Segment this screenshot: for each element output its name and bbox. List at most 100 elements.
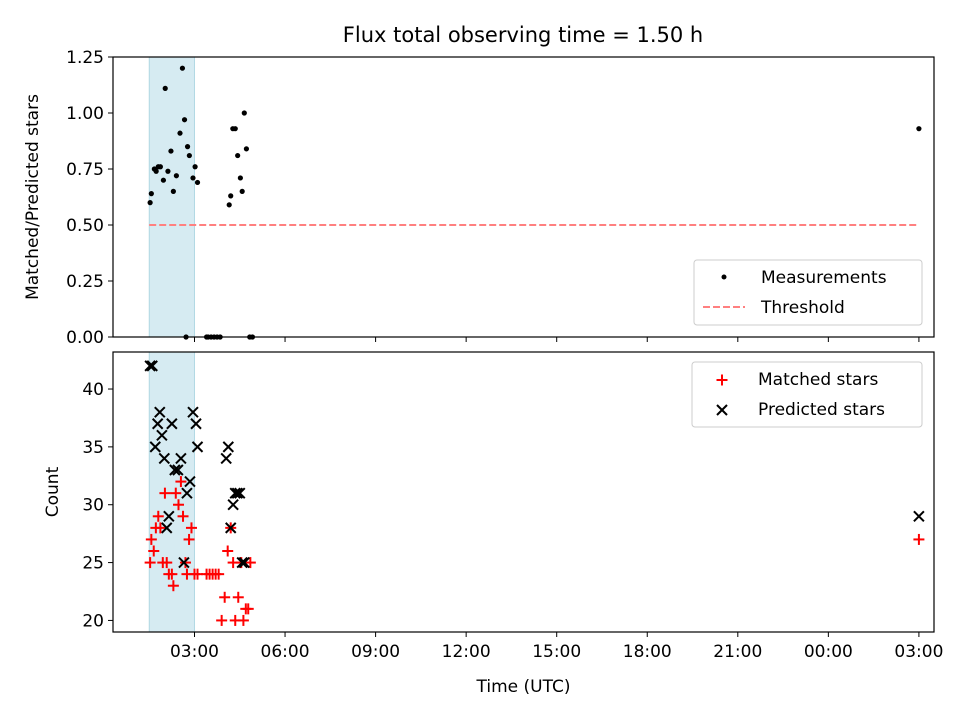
predicted-star-point xyxy=(227,499,239,511)
matched-star-point xyxy=(216,614,228,626)
x-tick-label: 09:00 xyxy=(351,642,400,662)
x-tick-label: 03:00 xyxy=(894,642,943,662)
cross-b xyxy=(913,510,925,523)
cross-b xyxy=(169,464,181,476)
cross-b xyxy=(151,418,164,430)
x-tick-label: 12:00 xyxy=(442,642,491,662)
measurement-point xyxy=(916,126,922,132)
predicted-star-point xyxy=(151,418,164,430)
y-tick-label: 1.25 xyxy=(66,48,104,68)
legend-predicted-label: Predicted stars xyxy=(758,400,885,420)
measurement-point xyxy=(179,65,186,71)
matched-star-point xyxy=(177,510,189,522)
measurement-point xyxy=(228,193,234,199)
cross-b xyxy=(225,522,237,534)
predicted-star-point xyxy=(231,487,244,499)
legend-predicted-marker xyxy=(716,404,728,416)
cross-b xyxy=(181,487,193,499)
bottom-axes-frame xyxy=(112,351,935,633)
cross-b xyxy=(227,499,239,511)
predicted-star-point xyxy=(238,556,251,569)
matched-star-point xyxy=(148,545,160,557)
y-tick-label: 0.50 xyxy=(66,216,104,236)
cross-b xyxy=(231,487,244,499)
legend-cross xyxy=(716,404,728,416)
measurement-point xyxy=(194,179,201,186)
matched-star-point xyxy=(145,533,157,545)
cross-b xyxy=(166,418,178,430)
cross-b xyxy=(238,556,251,569)
measurement-point xyxy=(170,188,176,194)
matched-star-point xyxy=(237,614,249,626)
cross-b xyxy=(178,556,190,569)
cross-b xyxy=(172,464,184,476)
matched-star-point xyxy=(185,522,197,534)
cross-b xyxy=(144,360,156,372)
bottom-axis-ticks xyxy=(108,388,920,637)
matched-star-point xyxy=(242,603,254,615)
cross-b xyxy=(222,441,235,453)
measurement-point xyxy=(190,175,196,181)
cross-b xyxy=(154,406,166,418)
cross-b xyxy=(184,475,196,488)
predicted-star-point xyxy=(158,452,171,465)
top-ytick-labels: 0.00 0.25 0.50 0.75 1.00 1.25 xyxy=(66,48,104,348)
y-tick-label: 0.00 xyxy=(66,328,104,348)
predicted-star-point xyxy=(172,464,184,476)
x-tick-label: 03:00 xyxy=(170,642,219,662)
y-tick-label: 20 xyxy=(82,611,104,631)
legend-measurements-label: Measurements xyxy=(761,268,887,288)
predicted-star-point xyxy=(178,556,190,569)
predicted-star-point xyxy=(154,406,166,418)
y-tick-label: 35 xyxy=(82,438,104,458)
y-tick-label: 1.00 xyxy=(66,104,104,124)
matched-star-point xyxy=(170,487,182,499)
matched-star-point xyxy=(219,591,231,603)
predicted-star-point xyxy=(144,360,156,372)
cross-b xyxy=(149,441,161,453)
matched-star-point xyxy=(175,476,187,488)
cross-b xyxy=(146,360,158,372)
x-tick-label: 15:00 xyxy=(532,642,581,662)
matched-star-point xyxy=(172,499,184,511)
x-axis-label: Time (UTC) xyxy=(476,677,571,697)
measurement-point xyxy=(239,188,245,194)
measurement-point xyxy=(241,110,247,116)
measurement-point xyxy=(186,152,192,159)
bottom-panel: 20 25 30 35 40 03:00 06:00 09:00 12:00 15:00 18:0… xyxy=(43,351,943,697)
matched-star-point xyxy=(167,580,179,592)
y-tick-label: 0.75 xyxy=(66,160,104,180)
measurement-point xyxy=(162,85,168,91)
cross-b xyxy=(158,452,171,465)
predicted-star-point xyxy=(166,418,178,430)
predicted-star-point xyxy=(156,429,168,442)
cross-b xyxy=(191,441,204,453)
measurement-point xyxy=(177,130,183,136)
cross-b xyxy=(229,487,241,499)
predicted-star-point xyxy=(913,510,925,523)
matched-star-point xyxy=(154,522,166,534)
measurement-point xyxy=(232,126,238,132)
matched-star-point xyxy=(159,487,171,499)
measurement-point xyxy=(160,177,167,183)
legend-threshold-label: Threshold xyxy=(760,298,845,318)
measurement-point xyxy=(153,168,159,174)
measurement-point xyxy=(148,191,154,197)
shaded-span-rect xyxy=(148,56,195,338)
matched-star-point xyxy=(244,557,256,569)
measurement-points xyxy=(147,65,922,340)
top-shaded-span xyxy=(148,56,195,338)
measurement-point xyxy=(157,164,163,170)
x-tick-label: 06:00 xyxy=(261,642,310,662)
predicted-star-point xyxy=(181,487,193,499)
matched-star-point xyxy=(144,557,156,569)
matched-star-point xyxy=(213,568,225,580)
legend-plus xyxy=(716,374,728,386)
measurement-point xyxy=(192,164,198,170)
top-axes-frame xyxy=(112,56,935,338)
predicted-star-point xyxy=(163,510,175,523)
cross-b xyxy=(156,429,168,442)
cross-b xyxy=(163,510,175,523)
measurement-point xyxy=(235,152,241,159)
